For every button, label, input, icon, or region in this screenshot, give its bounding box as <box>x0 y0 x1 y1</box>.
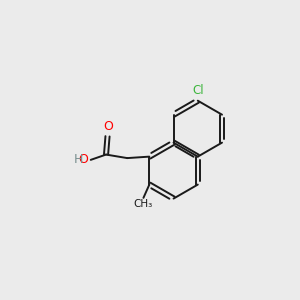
Text: CH₃: CH₃ <box>134 199 153 209</box>
Text: O: O <box>79 153 88 166</box>
Text: O: O <box>103 120 113 134</box>
Text: H: H <box>74 153 83 166</box>
Text: Cl: Cl <box>192 84 204 97</box>
